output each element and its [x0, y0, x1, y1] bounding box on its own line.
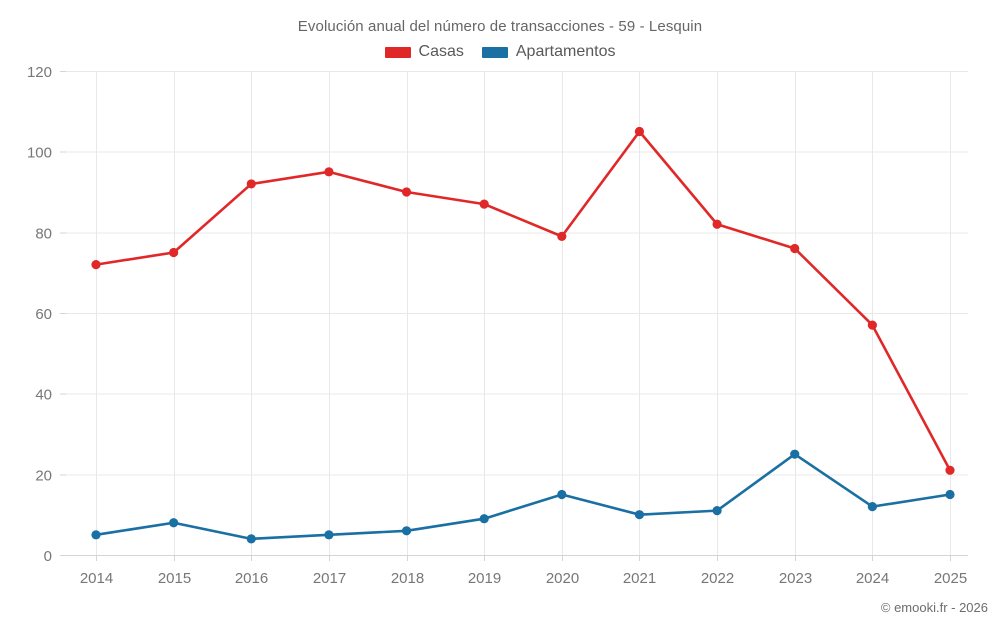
x-axis-tick-label: 2018: [391, 570, 424, 587]
y-axis-tick-label: 60: [35, 306, 52, 323]
data-point[interactable]: 2022 — Apartamentos: 11: [712, 506, 722, 516]
legend-swatch-apartamentos: [481, 46, 508, 58]
data-point[interactable]: 2019 — Casas: 87: [479, 199, 489, 209]
x-axis-tick-label: 2022: [701, 570, 734, 587]
data-point[interactable]: 2024 — Apartamentos: 12: [867, 502, 877, 512]
series-apartamentos: 2014 — Apartamentos: 5 2015 — Apartamento…: [91, 449, 955, 544]
data-point[interactable]: 2022 — Casas: 82: [712, 219, 722, 229]
series-casas: 2014 — Casas: 72 2015 — Casas: 75 2016 — C…: [91, 126, 955, 475]
series-line: [94, 130, 952, 472]
data-point[interactable]: 2020 — Casas: 79: [557, 231, 567, 241]
data-point[interactable]: 2023 — Casas: 76: [790, 243, 800, 254]
data-point[interactable]: 2017 — Casas: 95: [324, 167, 334, 177]
x-axis-tick-label: 2014: [80, 570, 113, 587]
x-axis-tick-label: 2024: [856, 570, 889, 587]
data-point[interactable]: 2016 — Casas: 92: [246, 179, 256, 189]
x-axis-tick-label: 2023: [779, 570, 812, 587]
y-axis-tick-label: 100: [27, 145, 52, 162]
chart-title: Evolución anual del número de transaccio…: [297, 18, 703, 35]
data-point[interactable]: 2024 — Casas: 57: [867, 320, 877, 330]
y-axis-tick-label: 80: [35, 225, 52, 242]
data-point[interactable]: 2023 — Apartamentos: 25: [790, 449, 800, 459]
legend-swatch-casas: [384, 46, 411, 58]
y-axis-tick-label: 20: [35, 467, 52, 484]
data-point[interactable]: 2018 — Apartamentos: 6: [401, 526, 412, 536]
y-axis-tick-label: 40: [35, 387, 52, 404]
x-axis-tick-label: 2015: [158, 570, 191, 587]
x-axis-tick-label: 2021: [623, 570, 656, 587]
data-point[interactable]: 2025 — Apartamentos: 15: [945, 489, 955, 500]
data-point[interactable]: 2021 — Apartamentos: 10: [634, 510, 645, 520]
series-line: [94, 452, 952, 541]
y-axis-tick-label: 0: [44, 548, 52, 565]
copyright-credit: © emooki.fr - 2026: [880, 600, 988, 615]
data-point[interactable]: 2016 — Apartamentos: 4: [246, 534, 256, 544]
data-point[interactable]: 2025 — Casas: 21: [945, 465, 955, 475]
data-point[interactable]: 2021 — Casas: 105: [634, 126, 645, 137]
x-axis-tick-label: 2025: [934, 570, 967, 587]
data-point[interactable]: 2014 — Apartamentos: 5: [91, 530, 101, 540]
x-axis-tick-label: 2017: [313, 570, 346, 587]
legend-label-apartamentos: Apartamentos: [515, 43, 616, 60]
x-axis-tick-label: 2019: [468, 570, 501, 587]
data-point[interactable]: 2017 — Apartamentos: 5: [324, 530, 334, 540]
x-axis-tick-label: 2016: [235, 570, 268, 587]
y-axis-tick-label: 120: [27, 64, 52, 81]
data-point[interactable]: 2018 — Casas: 90: [401, 187, 412, 197]
data-point[interactable]: 2019 — Apartamentos: 9: [479, 514, 489, 524]
data-point[interactable]: 2020 — Apartamentos: 15: [557, 489, 567, 500]
x-axis-tick-label: 2020: [546, 570, 579, 587]
legend-item-casas[interactable]: Casas: [384, 43, 464, 61]
data-point[interactable]: 2014 — Casas: 72: [91, 260, 101, 270]
data-point[interactable]: 2015 — Casas: 75: [169, 247, 179, 258]
legend-item-apartamentos[interactable]: Apartamentos: [481, 43, 616, 61]
data-point[interactable]: 2015 — Apartamentos: 8: [169, 518, 179, 528]
chart-legend: Casas Apartamentos: [0, 43, 1000, 61]
legend-label-casas: Casas: [418, 43, 464, 60]
